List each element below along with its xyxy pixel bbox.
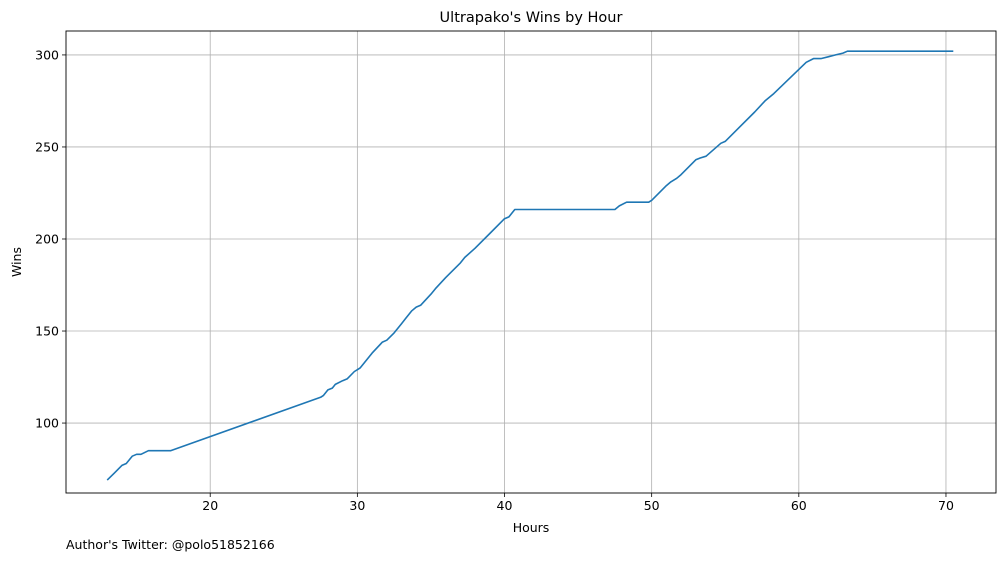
x-tick-label: 60: [791, 498, 807, 513]
plot-area-frame: [65, 30, 997, 494]
y-axis-label: Wins: [9, 247, 24, 277]
tick-layer: 20 30 40 50 60 70 100 150 200 250 300: [35, 47, 954, 513]
x-axis-label: Hours: [513, 520, 550, 535]
x-tick-label: 20: [202, 498, 218, 513]
x-tick-label: 40: [497, 498, 513, 513]
chart-title: Ultrapako's Wins by Hour: [440, 10, 623, 26]
x-tick-label: 50: [644, 498, 660, 513]
x-tick-label: 30: [349, 498, 365, 513]
y-tick-label: 100: [35, 416, 59, 431]
y-tick-label: 250: [35, 139, 59, 154]
author-credit-text: Author's Twitter: @polo51852166: [66, 537, 275, 552]
y-tick-label: 200: [35, 231, 59, 246]
grid-layer: [66, 31, 996, 493]
series-layer: [106, 50, 954, 481]
y-tick-label: 150: [35, 324, 59, 339]
x-tick-label: 70: [938, 498, 954, 513]
series-line: [106, 50, 954, 481]
y-tick-label: 300: [35, 47, 59, 62]
